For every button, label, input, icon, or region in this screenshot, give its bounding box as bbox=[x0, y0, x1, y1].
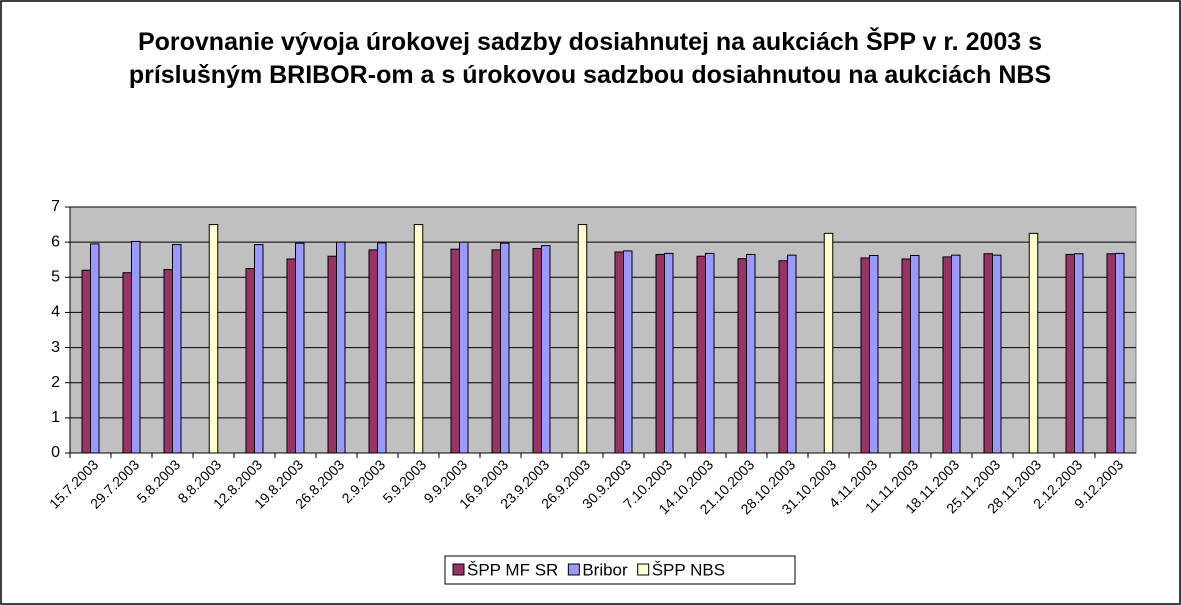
bar bbox=[81, 269, 91, 454]
legend-swatch bbox=[452, 563, 465, 576]
bar bbox=[532, 247, 542, 454]
bar bbox=[377, 242, 387, 454]
y-tick-label: 0 bbox=[51, 444, 60, 461]
bar bbox=[623, 250, 633, 454]
bar bbox=[655, 253, 665, 454]
y-tick-label: 6 bbox=[51, 233, 60, 250]
bar bbox=[705, 252, 715, 454]
chart-title: Porovnanie vývoja úrokovej sadzby dosiah… bbox=[128, 28, 1052, 89]
bar bbox=[1028, 232, 1039, 454]
plot-area bbox=[69, 206, 1137, 454]
bar bbox=[90, 243, 100, 454]
bar bbox=[910, 254, 920, 454]
bar bbox=[286, 258, 296, 454]
bar bbox=[901, 258, 911, 454]
y-tick-label: 3 bbox=[51, 339, 60, 356]
legend-swatch bbox=[637, 563, 650, 576]
y-tick-label: 7 bbox=[51, 198, 60, 215]
bar bbox=[254, 244, 264, 454]
bar bbox=[172, 244, 182, 454]
bar bbox=[208, 224, 219, 454]
legend-label: ŠPP MF SR bbox=[467, 560, 558, 579]
bar bbox=[860, 257, 870, 454]
bar bbox=[1065, 253, 1075, 454]
bar bbox=[450, 248, 460, 454]
bar bbox=[1074, 253, 1084, 454]
bar bbox=[245, 268, 255, 454]
y-tick-label: 1 bbox=[51, 409, 60, 426]
y-tick-label: 5 bbox=[51, 269, 60, 286]
bar bbox=[295, 242, 305, 454]
bar bbox=[983, 253, 993, 454]
bar bbox=[1115, 252, 1125, 454]
bar bbox=[122, 272, 132, 454]
bar bbox=[327, 255, 337, 454]
bar bbox=[491, 249, 501, 454]
bar bbox=[1106, 253, 1116, 454]
bar bbox=[459, 241, 469, 454]
bar bbox=[787, 254, 797, 454]
bar bbox=[131, 240, 141, 454]
bar bbox=[368, 249, 378, 454]
bar bbox=[737, 258, 747, 454]
y-tick-label: 2 bbox=[51, 374, 60, 391]
bar bbox=[869, 254, 879, 454]
bar bbox=[696, 255, 706, 454]
bar bbox=[942, 256, 952, 454]
bar bbox=[778, 260, 788, 454]
legend-label: Bribor bbox=[582, 560, 628, 579]
bar bbox=[823, 232, 834, 454]
bar bbox=[336, 241, 346, 454]
legend-box bbox=[444, 555, 796, 585]
bar bbox=[951, 254, 961, 454]
bar bbox=[541, 245, 551, 454]
bar bbox=[746, 253, 756, 454]
legend-label: ŠPP NBS bbox=[652, 560, 725, 579]
bar bbox=[163, 269, 173, 454]
y-tick-label: 4 bbox=[51, 304, 60, 321]
bar bbox=[614, 251, 624, 454]
bar bbox=[413, 224, 424, 454]
bar bbox=[992, 254, 1002, 454]
legend-swatch bbox=[567, 563, 580, 576]
bar bbox=[664, 252, 674, 454]
bar bbox=[500, 242, 510, 454]
bar bbox=[577, 224, 588, 454]
